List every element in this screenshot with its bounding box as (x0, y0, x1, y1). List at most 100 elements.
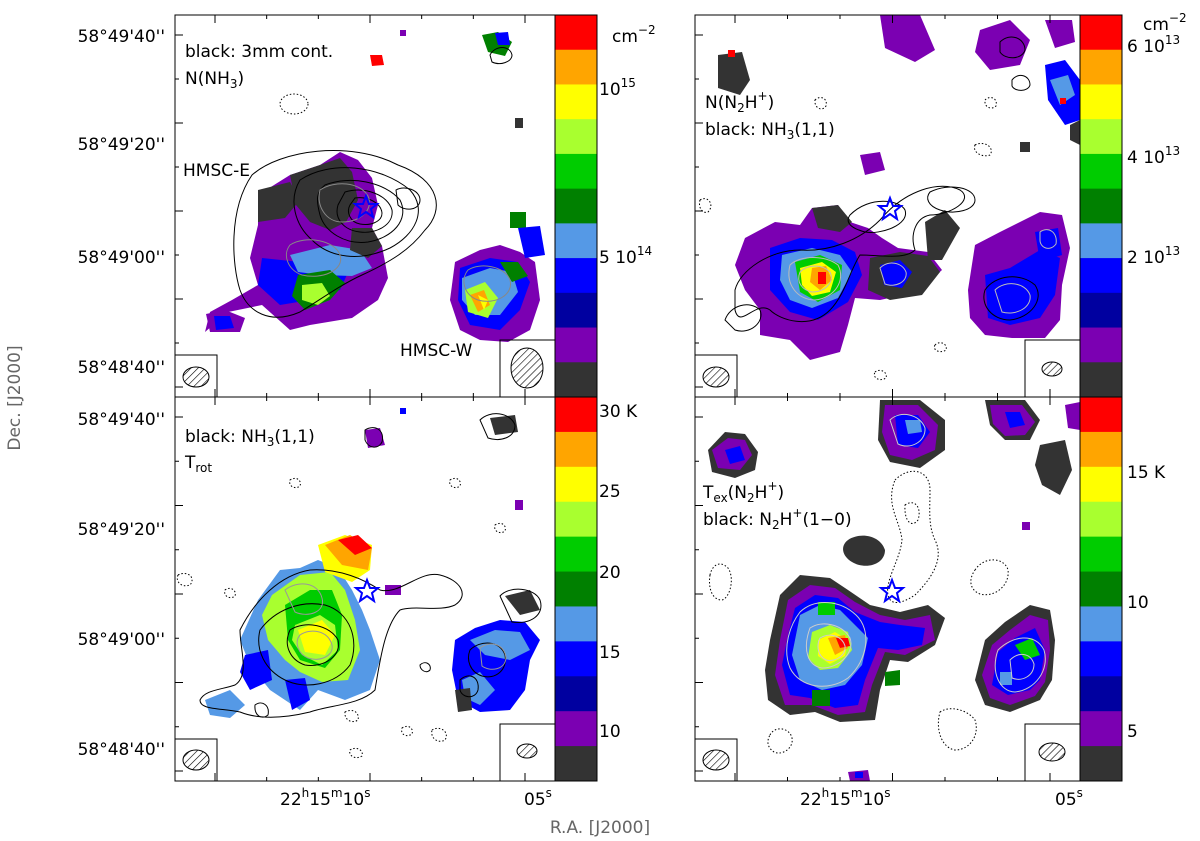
map-region (975, 20, 1030, 70)
map-region (843, 535, 885, 566)
colorbar-tick-label: 1015 (599, 76, 636, 100)
contours-dotted (699, 97, 997, 381)
colorbar-tick-label: 25 (599, 482, 621, 502)
map-region (205, 690, 245, 718)
annotation-text: Tex(N2H+) (702, 479, 784, 505)
y-axis-label: Dec. [J2000] (5, 345, 25, 450)
colorbar-swatch (555, 223, 597, 259)
colorbar-bottom-right (1079, 396, 1123, 782)
beam-ellipse (182, 749, 210, 771)
colorbar-swatch (555, 49, 597, 85)
colorbar-frame (554, 396, 598, 782)
annotation-text: N(NH3) (185, 69, 244, 91)
dec-tick-label: 58°49'20'' (78, 520, 165, 540)
colorbar-swatch (1080, 571, 1122, 607)
map-region (1050, 75, 1075, 105)
map-region (400, 30, 406, 36)
beam-ellipse (1041, 361, 1063, 377)
map-region (365, 428, 385, 448)
map-region (885, 670, 900, 686)
colorbar-swatch (1080, 431, 1122, 468)
map-region (1070, 120, 1080, 145)
colorbar-tick-label: 10 (1127, 593, 1149, 613)
panel-n2h-column-density: N(N2H+) black: NH3(1,1) cm−2 6 1013 4 10… (694, 11, 1187, 398)
map-region (495, 32, 510, 45)
map-region (500, 262, 528, 282)
colorbar-swatch (555, 84, 597, 120)
map-region (818, 602, 835, 615)
colorbar-tick-label: 6 1013 (1127, 33, 1180, 57)
colorbar-swatch (555, 746, 597, 782)
colorbar-swatch (1080, 153, 1122, 190)
colorbar-top-right (1079, 14, 1123, 398)
colorbar-swatch (555, 153, 597, 190)
map-region (290, 245, 372, 276)
map-region (718, 52, 750, 95)
star-marker (353, 577, 381, 604)
star-marker (352, 193, 380, 220)
annotation-text: HMSC-W (400, 341, 473, 361)
map-region (470, 630, 530, 660)
map-region (855, 772, 863, 778)
ra-tick-label: 22h15m10s (280, 786, 371, 810)
colorbar-tick-label: 20 (599, 563, 621, 583)
colorbar-unit: cm−2 (612, 23, 656, 47)
map-region (515, 118, 523, 128)
colorbar-swatch (1080, 676, 1122, 712)
beam-ellipse (702, 366, 730, 388)
contours-grey (284, 583, 507, 670)
map-region (725, 446, 745, 464)
map-region (302, 283, 330, 305)
colorbar-frame (1079, 396, 1123, 782)
map-region (510, 212, 526, 228)
map-region (818, 272, 826, 284)
colorbar-swatch (1080, 397, 1122, 433)
colorbar-swatch (1080, 188, 1122, 224)
dec-tick-label: 58°49'40'' (78, 410, 165, 430)
map-region (1005, 412, 1025, 428)
map-region (860, 152, 885, 175)
colorbar-swatch (555, 466, 597, 503)
map-region (812, 205, 852, 232)
colorbar-tick-label: 10 (599, 722, 621, 742)
map-region (258, 182, 300, 222)
colorbar-bottom-left (554, 396, 598, 782)
map-region (812, 690, 830, 706)
colorbar-swatch (555, 641, 597, 677)
map-region (490, 415, 518, 435)
map-region (1065, 402, 1080, 430)
map-region (285, 678, 310, 710)
colorbar-tick-label: 5 (1127, 722, 1138, 742)
contours-grey (788, 229, 1057, 314)
beam-ellipse (702, 749, 730, 771)
map-region (728, 50, 735, 57)
beam-ellipse (182, 366, 210, 388)
colorbar-swatch (555, 711, 597, 747)
colorbar-swatch (1080, 362, 1122, 398)
map-region (518, 226, 545, 258)
map-region (455, 688, 472, 712)
map-region (1015, 638, 1040, 660)
colorbar-swatch (555, 431, 597, 468)
map-region (214, 316, 234, 330)
dec-tick-label: 58°48'40'' (78, 358, 165, 378)
map-region (1022, 522, 1030, 530)
colorbar-swatch (555, 397, 597, 433)
beam-ellipse (516, 743, 538, 759)
colorbar-tick-label: 30 K (599, 402, 638, 422)
map-region (985, 250, 1060, 325)
colorbar-swatch (555, 188, 597, 224)
heatmap-n2h-column (699, 15, 1080, 381)
colorbar-swatch (1080, 536, 1122, 573)
colorbar-tick-label: 4 1013 (1127, 144, 1180, 168)
colorbar-swatch (1080, 119, 1122, 155)
colorbar-tick-label: 15 (599, 643, 621, 663)
dec-tick-label: 58°49'20'' (78, 135, 165, 155)
colorbar-swatch (1080, 606, 1122, 642)
map-region (505, 590, 540, 615)
annotation-text: N(N2H+) (705, 89, 774, 115)
ra-tick-label: 05s (1055, 786, 1083, 810)
map-region (880, 15, 935, 62)
colorbar-swatch (1080, 84, 1122, 120)
dec-tick-label: 58°48'40'' (78, 740, 165, 760)
